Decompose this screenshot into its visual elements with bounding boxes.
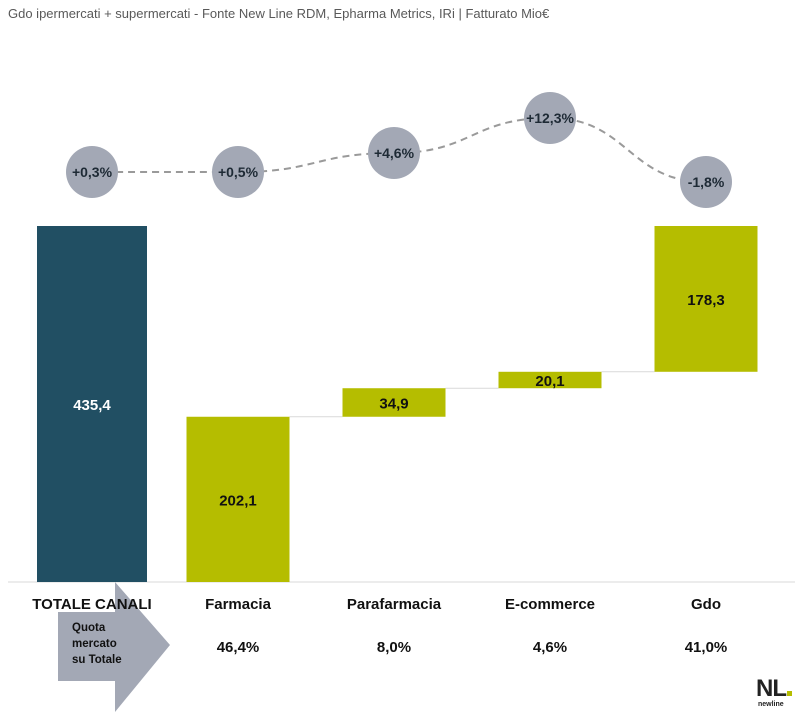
growth-label: +12,3% (526, 110, 574, 126)
growth-circle (66, 146, 118, 198)
growth-circle (368, 127, 420, 179)
quota-value: 41,0% (685, 639, 728, 656)
bar-value-label: 178,3 (687, 292, 725, 309)
quota-label: su Totale (72, 654, 122, 666)
bar-value-label: 20,1 (535, 373, 564, 390)
growth-circle (524, 92, 576, 144)
growth-circle (680, 156, 732, 208)
bar-value-label: 435,4 (73, 397, 111, 414)
growth-label: +0,5% (218, 164, 259, 180)
bar-value-label: 202,1 (219, 492, 257, 509)
growth-label: +4,6% (374, 145, 415, 161)
bar-value-label: 34,9 (379, 395, 408, 412)
category-label: Parafarmacia (347, 596, 442, 613)
bar-gdo (654, 226, 758, 372)
bar-e-commerce (498, 371, 602, 389)
quota-arrow (58, 582, 170, 712)
quota-value: 46,4% (217, 639, 260, 656)
chart-title: Gdo ipermercati + supermercati - Fonte N… (8, 6, 550, 21)
quota-label: Quota (72, 622, 106, 634)
newline-logo: NL newline (756, 677, 792, 713)
quota-value: 8,0% (377, 639, 411, 656)
category-label: Gdo (691, 596, 721, 613)
quota-label: mercato (72, 638, 117, 650)
category-label: Farmacia (205, 596, 272, 613)
bar-farmacia (186, 416, 290, 582)
bar-totale-canali (37, 226, 147, 582)
category-label: TOTALE CANALI (32, 596, 151, 613)
growth-label: +0,3% (72, 164, 113, 180)
growth-label: -1,8% (688, 174, 725, 190)
quota-value: 4,6% (533, 639, 567, 656)
category-label: E-commerce (505, 596, 595, 613)
growth-circle (212, 146, 264, 198)
bar-parafarmacia (342, 388, 446, 417)
